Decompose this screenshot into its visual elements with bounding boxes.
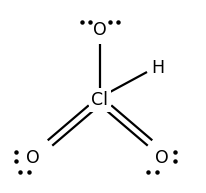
Text: H: H (151, 59, 164, 77)
Text: O: O (26, 149, 40, 167)
Text: O: O (154, 149, 168, 167)
Text: O: O (93, 21, 106, 39)
Text: Cl: Cl (91, 91, 108, 109)
